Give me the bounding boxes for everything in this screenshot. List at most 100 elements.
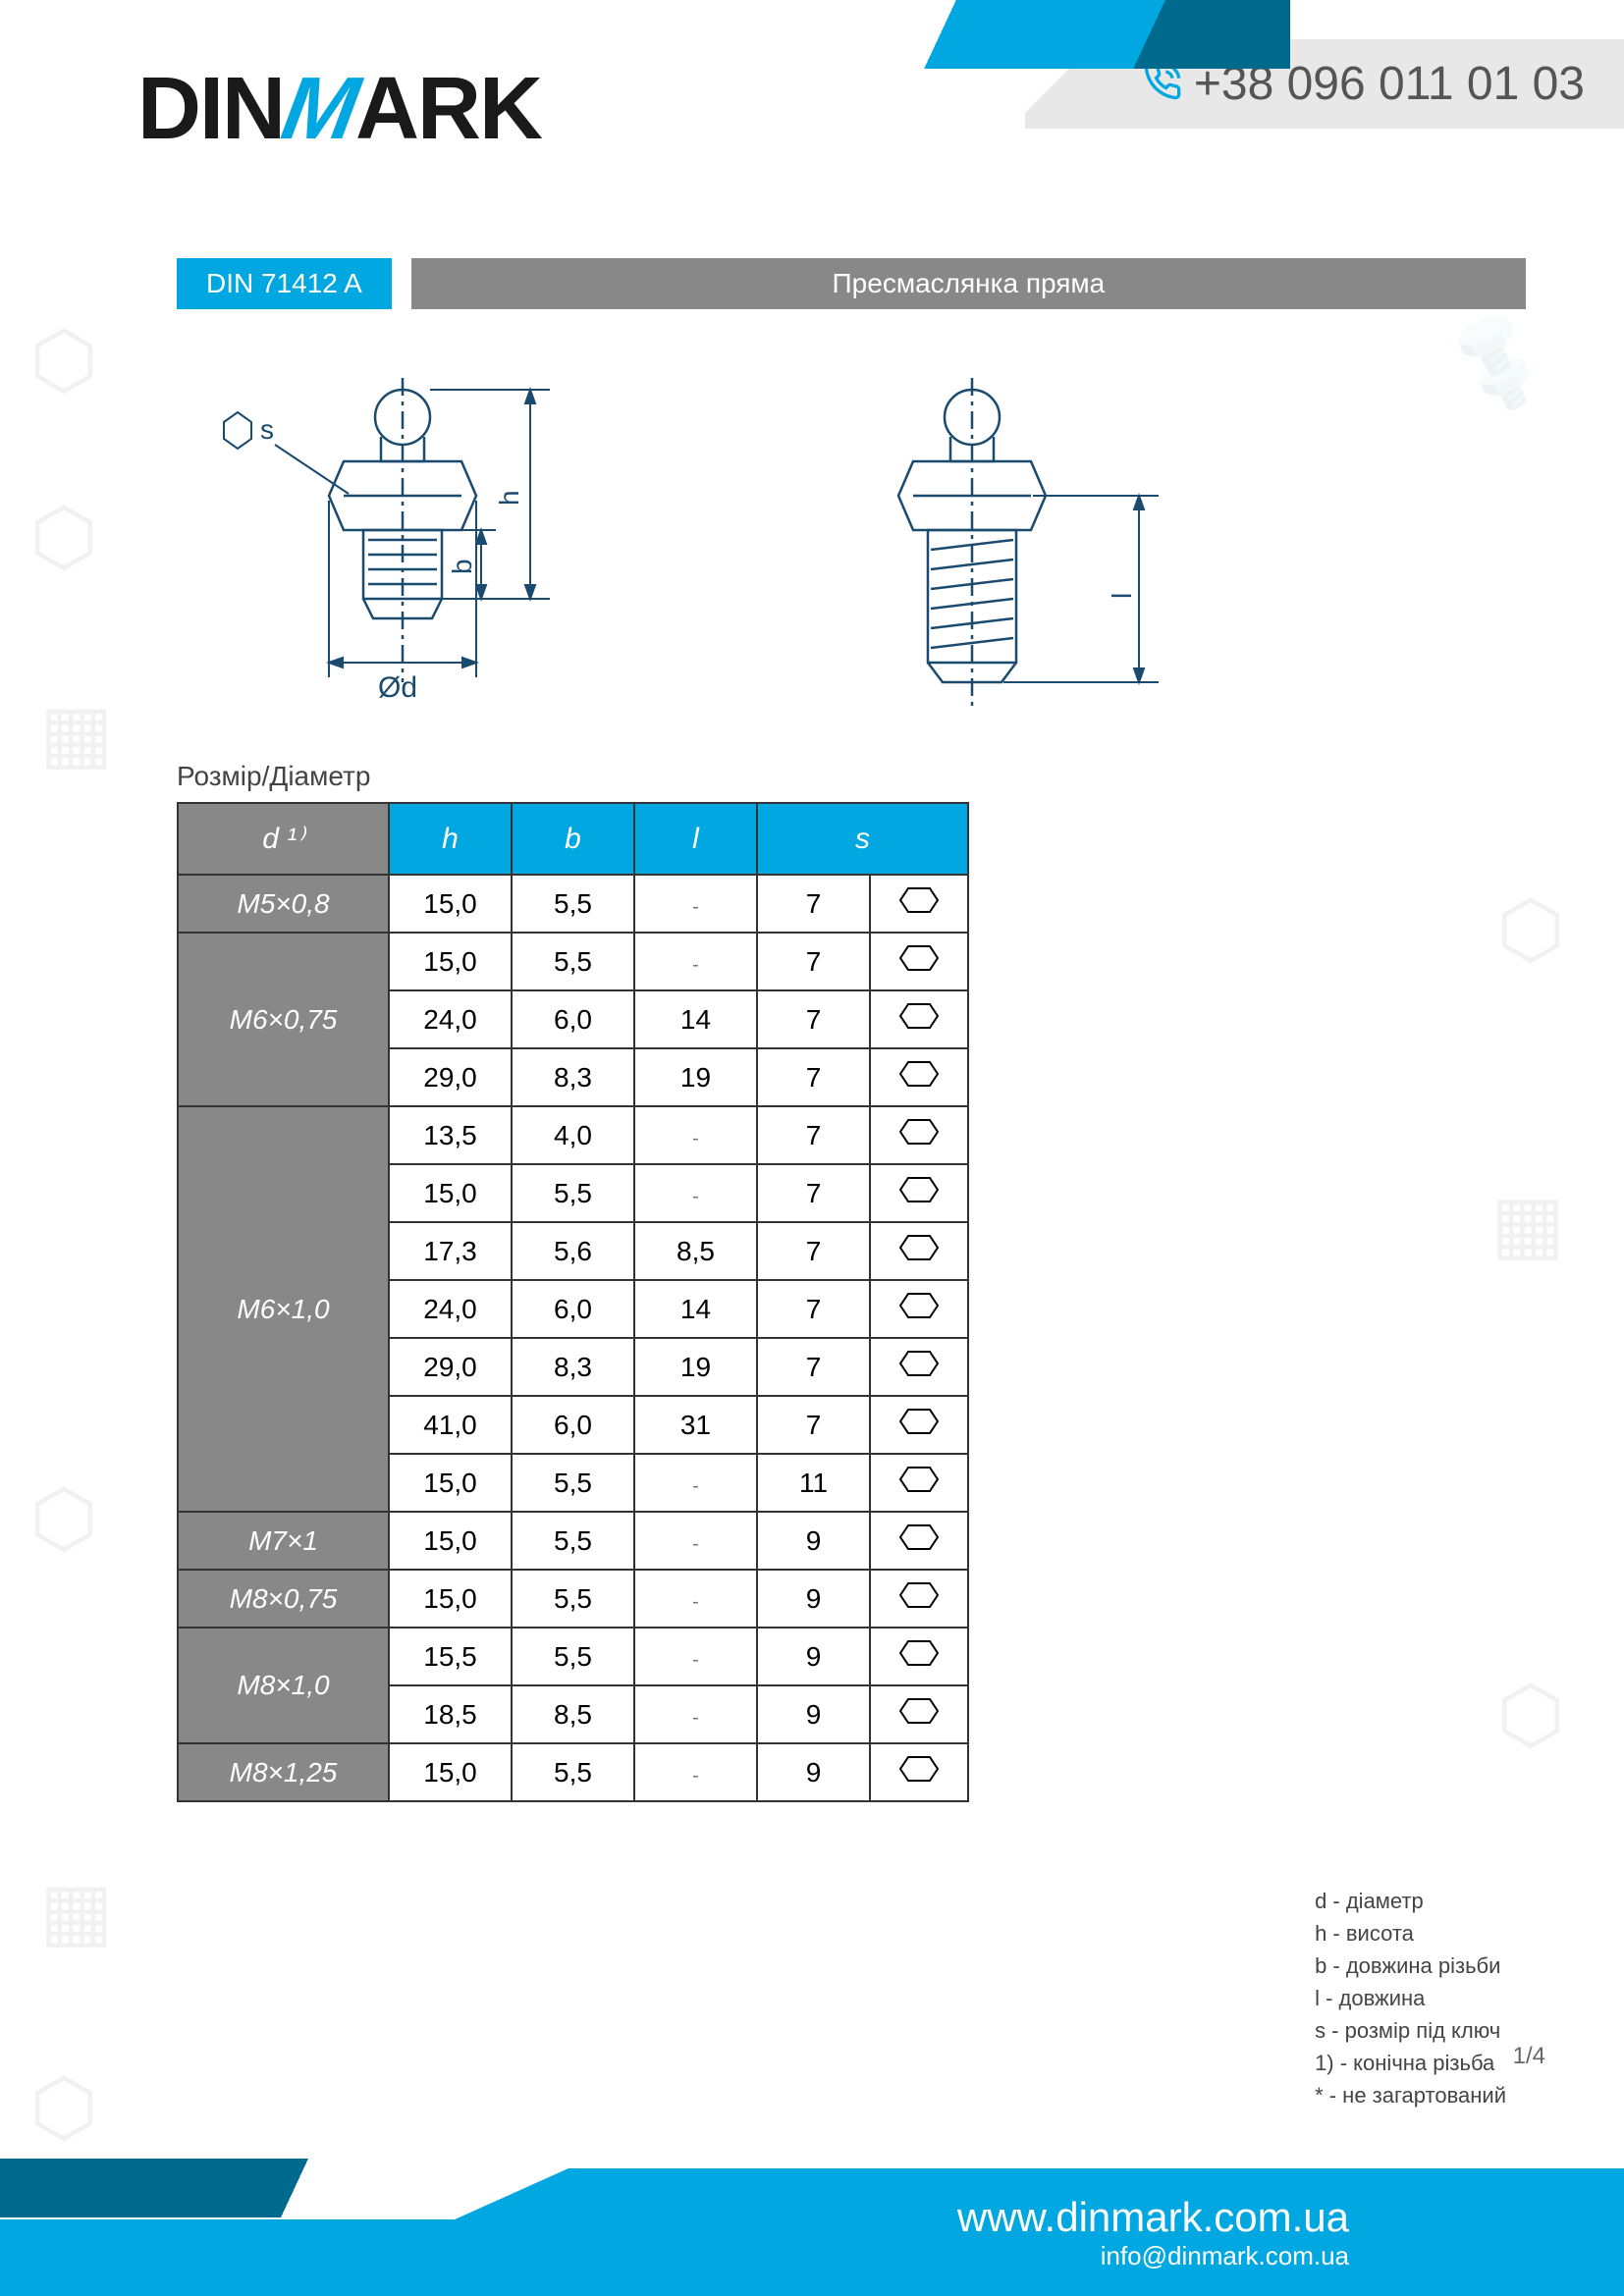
logo-part1: DIN [137,59,284,160]
cell-l: - [634,1628,757,1685]
cell-s: 9 [757,1628,870,1685]
cell-s: 7 [757,1338,870,1396]
cell-hex-icon [870,1280,968,1338]
legend-line: b - довжина різьби [1315,1949,1506,1982]
logo-part2: M [275,59,364,160]
cell-hex-icon [870,1396,968,1454]
cell-s: 7 [757,1280,870,1338]
cell-d: M5×0,8 [178,875,389,933]
svg-text:s: s [260,414,274,445]
cell-d: M8×0,75 [178,1570,389,1628]
cell-l: 19 [634,1048,757,1106]
th-d: d ¹⁾ [178,803,389,875]
cell-l: - [634,1512,757,1570]
din-code: DIN 71412 A [177,258,392,309]
cell-s: 7 [757,1106,870,1164]
cell-b: 5,5 [512,1570,634,1628]
cell-h: 41,0 [389,1396,512,1454]
svg-text:Ød: Ød [378,671,417,704]
cell-s: 7 [757,875,870,933]
legend-line: s - розмір під ключ [1315,2014,1506,2047]
svg-text:b: b [447,559,477,574]
table-body: M5×0,815,05,5-7M6×0,7515,05,5-724,06,014… [178,875,968,1801]
cell-h: 15,0 [389,1743,512,1801]
footer-email: info@dinmark.com.ua [1101,2241,1349,2271]
cell-s: 9 [757,1743,870,1801]
cell-h: 15,0 [389,1454,512,1512]
svg-text:l: l [1107,593,1137,599]
cell-s: 9 [757,1512,870,1570]
cell-b: 6,0 [512,990,634,1048]
cell-l: - [634,1454,757,1512]
cell-h: 15,0 [389,875,512,933]
cell-hex-icon [870,1743,968,1801]
cell-h: 29,0 [389,1048,512,1106]
cell-d: M6×1,0 [178,1106,389,1512]
cell-hex-icon [870,1454,968,1512]
cell-s: 9 [757,1685,870,1743]
cell-b: 5,5 [512,875,634,933]
page-number: 1/4 [1513,2043,1545,2070]
th-h: h [389,803,512,875]
cell-b: 5,5 [512,1512,634,1570]
cell-l: - [634,1743,757,1801]
cell-b: 6,0 [512,1280,634,1338]
table-row: M8×1,015,55,5-9 [178,1628,968,1685]
cell-hex-icon [870,1222,968,1280]
table-row: M6×0,7515,05,5-7 [178,933,968,990]
cell-b: 5,5 [512,933,634,990]
legend-line: h - висота [1315,1917,1506,1949]
cell-h: 18,5 [389,1685,512,1743]
cell-d: M6×0,75 [178,933,389,1106]
cell-b: 6,0 [512,1396,634,1454]
svg-text:h: h [494,490,524,506]
cell-d: M7×1 [178,1512,389,1570]
spec-table: d ¹⁾ h b l s M5×0,815,05,5-7M6×0,7515,05… [177,802,969,1802]
cell-l: - [634,1164,757,1222]
cell-s: 7 [757,1396,870,1454]
logo-part3: ARK [355,59,541,160]
cell-b: 5,5 [512,1628,634,1685]
cell-h: 13,5 [389,1106,512,1164]
cell-d: M8×1,25 [178,1743,389,1801]
diagram-left: s h b Ød [177,368,619,721]
cell-hex-icon [870,1106,968,1164]
cell-h: 29,0 [389,1338,512,1396]
table-header-row: d ¹⁾ h b l s [178,803,968,875]
th-l: l [634,803,757,875]
cell-hex-icon [870,1512,968,1570]
cell-b: 4,0 [512,1106,634,1164]
diagram-area: s h b Ød [177,368,1487,721]
table-row: M8×0,7515,05,5-9 [178,1570,968,1628]
legend-line: 1) - конічна різьба [1315,2047,1506,2079]
cell-b: 5,5 [512,1164,634,1222]
cell-h: 15,0 [389,1570,512,1628]
cell-hex-icon [870,1048,968,1106]
cell-d: M8×1,0 [178,1628,389,1743]
cell-h: 24,0 [389,1280,512,1338]
legend: d - діаметр h - висота b - довжина різьб… [1315,1885,1506,2111]
cell-l: - [634,1106,757,1164]
cell-s: 7 [757,990,870,1048]
cell-s: 7 [757,1048,870,1106]
th-s: s [757,803,968,875]
cell-l: 14 [634,990,757,1048]
diagram-right: l [815,368,1257,721]
table-row: M7×115,05,5-9 [178,1512,968,1570]
cell-hex-icon [870,1570,968,1628]
cell-b: 8,3 [512,1048,634,1106]
legend-line: l - довжина [1315,1982,1506,2014]
legend-line: d - діаметр [1315,1885,1506,1917]
cell-hex-icon [870,1164,968,1222]
footer-url: www.dinmark.com.ua [957,2194,1349,2241]
cell-hex-icon [870,1685,968,1743]
cell-l: 8,5 [634,1222,757,1280]
title-bar: DIN 71412 A Пресмаслянка пряма [177,258,1526,309]
cell-s: 7 [757,933,870,990]
cell-hex-icon [870,933,968,990]
cell-hex-icon [870,875,968,933]
cell-h: 24,0 [389,990,512,1048]
header: DINMARK [0,0,1624,199]
cell-l: - [634,1685,757,1743]
table-row: M5×0,815,05,5-7 [178,875,968,933]
